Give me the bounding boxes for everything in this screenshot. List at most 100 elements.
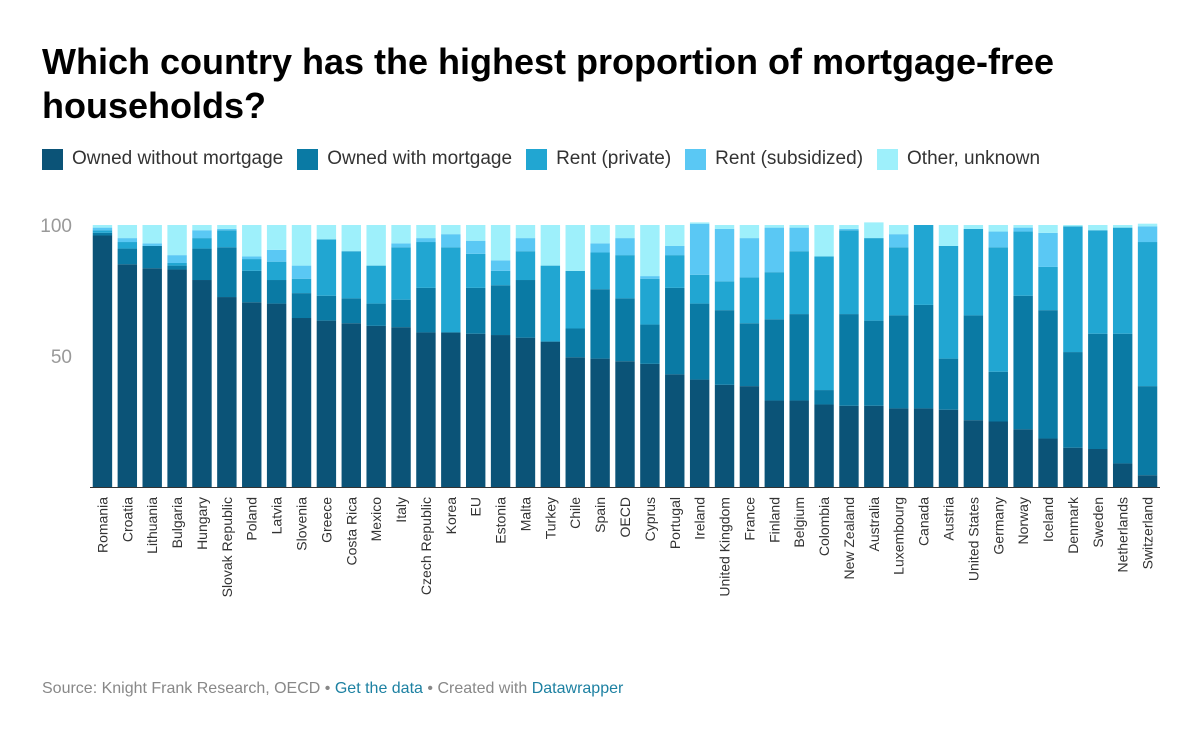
bar-segment [764,272,785,320]
bar-segment [615,225,635,239]
bar-segment [465,333,486,487]
bar-segment [391,243,411,248]
legend-item-rent-private: Rent (private) [526,148,671,170]
bar-segment [416,287,436,333]
x-tick-label: Belgium [791,497,807,548]
bar-segment [117,238,138,243]
bar-segment [142,225,162,244]
bar-segment [764,225,785,228]
x-tick-label: France [741,497,757,541]
bar-segment [864,320,884,406]
bar-segment [1112,333,1133,464]
bar-segment [266,225,287,250]
get-the-data-link[interactable]: Get the data [334,680,423,697]
bar-segment [864,405,884,487]
bar-segment [291,225,312,266]
x-tick-label: Switzerland [1140,497,1156,569]
bar-segment [988,231,1008,248]
x-tick-label: Norway [1015,497,1031,544]
bar-segment [441,234,461,248]
bar-segment [142,243,162,246]
bar-segment [714,384,735,487]
bar-segment [1013,295,1033,430]
legend-item-owned-without-mortgage: Owned without mortgage [42,148,283,170]
bar-segment [217,228,237,231]
bar-segment [490,335,511,487]
bar-segment [167,225,187,256]
x-tick-label: New Zealand [841,497,857,580]
legend: Owned without mortgage Owned with mortga… [42,148,1054,170]
bar-segment [92,230,113,233]
bar-segment [988,225,1008,232]
bar-segment [938,358,959,410]
legend-label: Other, unknown [907,148,1041,169]
bar-segment [814,390,834,405]
bar-segment [665,225,685,246]
bar-segment [590,243,610,253]
bar-segment [391,225,411,244]
bar-segment [366,225,386,266]
bar-segment [590,252,610,290]
bar-segment [814,256,834,391]
bar-segment [366,325,386,487]
bar-segment [515,280,536,338]
bar-segment [465,287,486,334]
bar-segment [117,225,138,239]
bar-segment [889,247,909,316]
y-tick-label: 50 [51,347,72,368]
x-tick-label: Korea [443,497,459,535]
bar-segment [739,277,760,324]
bar-segment [416,238,436,243]
bar-segment [416,332,436,487]
bar-segment [515,251,536,281]
bar-segment [665,374,685,487]
x-tick-label: Italy [393,497,409,523]
bar-segment [1112,227,1133,334]
bar-segment [142,245,162,269]
bar-segment [665,245,685,256]
bar-segment [1013,227,1033,232]
bar-segment [615,361,635,487]
bar-segment [689,222,710,224]
bar-segment [1137,386,1158,476]
bar-segment [839,230,859,315]
bar-segment [242,259,262,271]
legend-item-rent-subsidized: Rent (subsidized) [685,148,863,170]
source-text: Source: Knight Frank Research, OECD [42,680,321,697]
bar-segment [714,228,735,282]
bar-segment [963,315,984,421]
bar-segment [1038,225,1058,233]
x-tick-label: Germany [990,497,1006,555]
bar-segment [92,232,113,236]
legend-label: Owned without mortgage [72,148,284,169]
bar-segment [565,225,585,271]
bar-segment [540,341,561,487]
stacked-bar-chart: 50 100 Romania Croatia Lithuania Bulgaria Hung… [40,216,1160,597]
x-tick-label: Lithuania [144,497,160,554]
bar-segment [391,247,411,300]
x-tick-label: Malta [517,497,533,531]
bar-segment [291,318,312,487]
datawrapper-link[interactable]: Datawrapper [531,680,624,697]
bar-segment [913,408,934,487]
footer-separator: • [324,680,331,697]
x-tick-label: Finland [766,497,782,543]
bar-segment [1088,333,1108,450]
bar-segment [640,363,660,487]
bar-segment [689,223,710,275]
x-tick-label: Portugal [667,497,683,549]
bar-segment [167,262,187,266]
bar-segment [714,281,735,311]
bar-segment [565,270,585,329]
bar-segment [689,274,710,304]
bar-segment [341,251,361,299]
bar-segment [839,228,859,231]
bar-segment [689,303,710,380]
legend-swatch [526,148,548,170]
bar-segment [217,225,237,229]
bar-segment [1038,438,1058,487]
bar-segment [988,247,1008,372]
bar-segment [1038,266,1058,311]
bar-segment [316,320,337,487]
bar-segment [938,245,959,359]
